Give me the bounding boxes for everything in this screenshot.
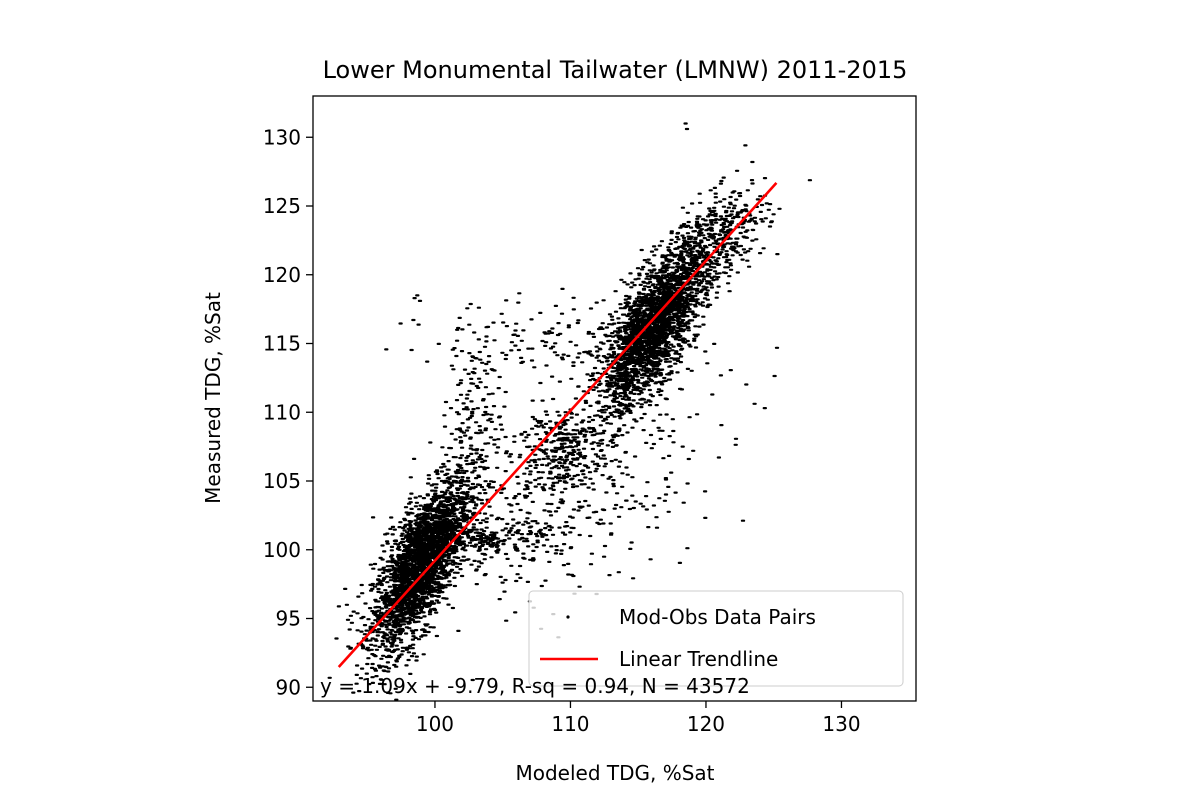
y-axis: 90 95 100 105 110 115 120 125 130 xyxy=(263,125,313,699)
x-tick-label: 110 xyxy=(551,712,589,736)
y-tick-label: 115 xyxy=(263,332,301,356)
chart-title: Lower Monumental Tailwater (LMNW) 2011-2… xyxy=(323,56,908,84)
y-tick-label: 120 xyxy=(263,263,301,287)
x-axis-label: Modeled TDG, %Sat xyxy=(515,761,714,785)
plot-area xyxy=(312,95,917,702)
y-tick-label: 100 xyxy=(263,538,301,562)
trendline xyxy=(337,182,778,668)
legend-label-scatter: Mod-Obs Data Pairs xyxy=(619,605,816,629)
scatter-point-cloud xyxy=(327,122,813,701)
x-tick-label: 130 xyxy=(822,712,860,736)
scatter-points xyxy=(327,122,813,701)
y-tick-label: 125 xyxy=(263,194,301,218)
y-axis-label: Measured TDG, %Sat xyxy=(201,292,225,504)
y-tick-label: 130 xyxy=(263,125,301,149)
plot-frame xyxy=(312,95,917,702)
x-axis: 100 110 120 130 xyxy=(416,701,861,736)
regression-annotation: y = 1.09x + -9.79, R-sq = 0.94, N = 4357… xyxy=(320,674,750,698)
x-tick-label: 120 xyxy=(687,712,725,736)
legend-label-line: Linear Trendline xyxy=(619,647,778,671)
legend-marker-scatter xyxy=(566,615,570,619)
legend: Mod-Obs Data Pairs Linear Trendline xyxy=(528,590,904,687)
x-tick-label: 100 xyxy=(416,712,454,736)
y-tick-label: 90 xyxy=(276,675,301,699)
y-tick-label: 110 xyxy=(263,400,301,424)
y-tick-label: 95 xyxy=(276,607,301,631)
legend-box xyxy=(528,590,904,687)
y-tick-label: 105 xyxy=(263,469,301,493)
